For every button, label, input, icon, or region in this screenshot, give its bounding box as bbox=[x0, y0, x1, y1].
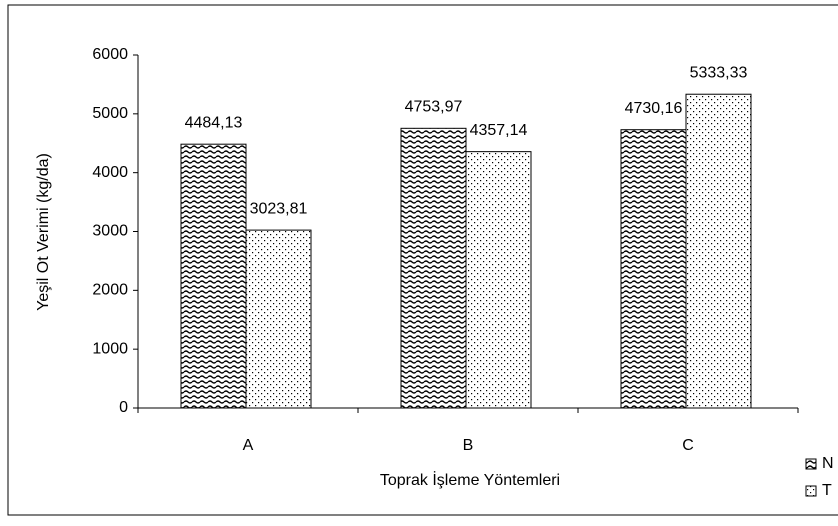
value-label: 4753,97 bbox=[405, 99, 463, 116]
bar bbox=[180, 143, 247, 409]
y-tick-label: 1000 bbox=[92, 340, 128, 357]
x-tick-label: B bbox=[463, 437, 474, 454]
y-tick-label: 6000 bbox=[92, 46, 128, 63]
legend-swatch bbox=[805, 458, 817, 470]
y-tick-label: 5000 bbox=[92, 105, 128, 122]
x-tick-label: A bbox=[243, 437, 254, 454]
value-label: 5333,33 bbox=[690, 64, 748, 81]
y-tick-label: 2000 bbox=[92, 282, 128, 299]
value-label: 4730,16 bbox=[625, 100, 683, 117]
legend-swatch bbox=[805, 485, 817, 497]
x-axis-title: Toprak İşleme Yöntemleri bbox=[380, 470, 560, 489]
bar bbox=[245, 229, 312, 409]
legend-label: N bbox=[822, 455, 834, 472]
y-tick-label: 4000 bbox=[92, 164, 128, 181]
y-axis-title: Yeşil Ot Verimi (kg/da) bbox=[35, 153, 52, 311]
legend-label: T bbox=[822, 482, 832, 499]
y-tick-label: 0 bbox=[119, 399, 128, 416]
value-label: 4484,13 bbox=[185, 114, 243, 131]
y-tick-label: 3000 bbox=[92, 223, 128, 240]
bar bbox=[620, 129, 687, 409]
bar bbox=[685, 93, 752, 409]
value-label: 3023,81 bbox=[250, 200, 308, 217]
bar bbox=[465, 151, 532, 409]
value-label: 4357,14 bbox=[470, 122, 528, 139]
bar bbox=[400, 127, 467, 409]
x-tick-label: C bbox=[682, 437, 694, 454]
